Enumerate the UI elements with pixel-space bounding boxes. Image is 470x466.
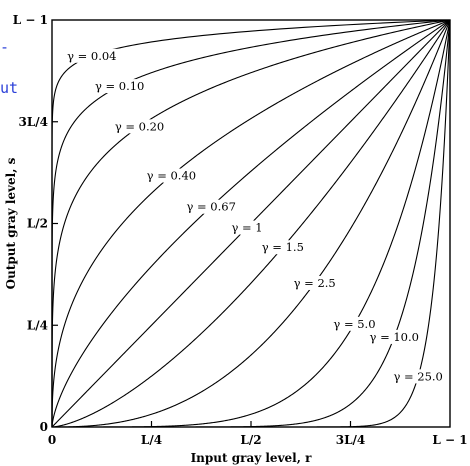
gamma-label: γ = 2.5 <box>294 276 336 290</box>
gamma-label-background <box>64 48 120 63</box>
gamma-label-background <box>258 240 307 255</box>
gamma-label-background <box>366 329 422 344</box>
gamma-label-background <box>290 275 339 290</box>
gamma-label: γ = 0.20 <box>115 119 164 133</box>
x-axis-label: Input gray level, r <box>191 451 313 465</box>
gamma-label: γ = 0.40 <box>147 169 196 183</box>
ticks-group: 0 L/4 L/2 3L/4 L − 1 0 L/4 L/2 3L/4 L − 1 <box>13 13 468 447</box>
y-axis-label: Output gray level, s <box>4 157 18 289</box>
x-tick-label: L/2 <box>240 433 261 447</box>
x-tick-label: 0 <box>48 433 56 447</box>
y-tick-label: L − 1 <box>13 13 48 27</box>
gamma-curve <box>51 19 451 428</box>
gamma-label-background <box>91 79 148 94</box>
gamma-label-background <box>330 316 379 331</box>
gamma-label: γ = 5.0 <box>333 317 375 331</box>
gamma-label: γ = 0.10 <box>95 79 144 93</box>
gamma-label-background <box>390 369 446 384</box>
gamma-curve <box>51 19 451 427</box>
x-tick-label: L/4 <box>141 433 162 447</box>
gamma-label: γ = 1.5 <box>262 240 304 254</box>
gamma-curve <box>52 19 451 428</box>
y-tick-label: 0 <box>40 420 48 434</box>
slide-dash-fragment: - <box>0 38 10 56</box>
gamma-label: γ = 10.0 <box>370 330 419 344</box>
slide-word-fragment: ut <box>0 79 19 97</box>
y-tick-label: 3L/4 <box>18 115 48 129</box>
gamma-label: γ = 0.04 <box>67 49 116 63</box>
gamma-curve <box>52 19 451 428</box>
curve-labels-group: γ = 0.04 γ = 0.10 γ = 0.20 γ = 0.40 γ = 0.67… <box>64 48 446 384</box>
gamma-curve <box>51 19 451 427</box>
gamma-label: γ = 1 <box>231 221 262 235</box>
y-tick-label: L/4 <box>27 318 48 332</box>
gamma-curve <box>51 19 451 428</box>
gamma-label: γ = 25.0 <box>393 369 442 383</box>
gamma-label: γ = 0.67 <box>186 200 235 214</box>
gamma-label-background <box>183 199 239 214</box>
gamma-label-background <box>143 168 200 183</box>
y-tick-label: L/2 <box>27 217 48 231</box>
gamma-label-background <box>228 220 266 235</box>
gamma-label-background <box>111 119 168 134</box>
x-tick-label: L − 1 <box>432 433 467 447</box>
x-tick-label: 3L/4 <box>336 433 366 447</box>
